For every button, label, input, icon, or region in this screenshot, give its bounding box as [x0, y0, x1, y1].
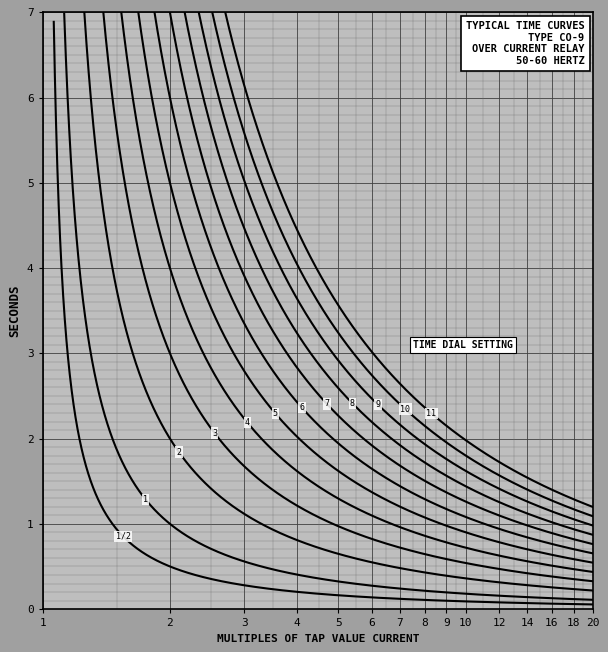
Text: TIME DIAL SETTING: TIME DIAL SETTING [413, 340, 513, 350]
Text: 1/2: 1/2 [116, 532, 131, 541]
Text: 7: 7 [325, 400, 330, 408]
Text: 3: 3 [212, 428, 217, 437]
Text: 1: 1 [143, 495, 148, 504]
X-axis label: MULTIPLES OF TAP VALUE CURRENT: MULTIPLES OF TAP VALUE CURRENT [216, 634, 419, 644]
Text: 5: 5 [273, 409, 278, 418]
Text: 10: 10 [400, 405, 410, 413]
Text: 11: 11 [426, 409, 437, 418]
Text: 4: 4 [245, 418, 250, 427]
Y-axis label: SECONDS: SECONDS [9, 284, 21, 337]
Text: 9: 9 [375, 400, 380, 409]
Text: 8: 8 [350, 399, 355, 408]
Text: TYPICAL TIME CURVES
TYPE CO-9
OVER CURRENT RELAY
50-60 HERTZ: TYPICAL TIME CURVES TYPE CO-9 OVER CURRE… [466, 22, 585, 66]
Text: 6: 6 [299, 403, 305, 412]
Text: 2: 2 [176, 448, 181, 456]
